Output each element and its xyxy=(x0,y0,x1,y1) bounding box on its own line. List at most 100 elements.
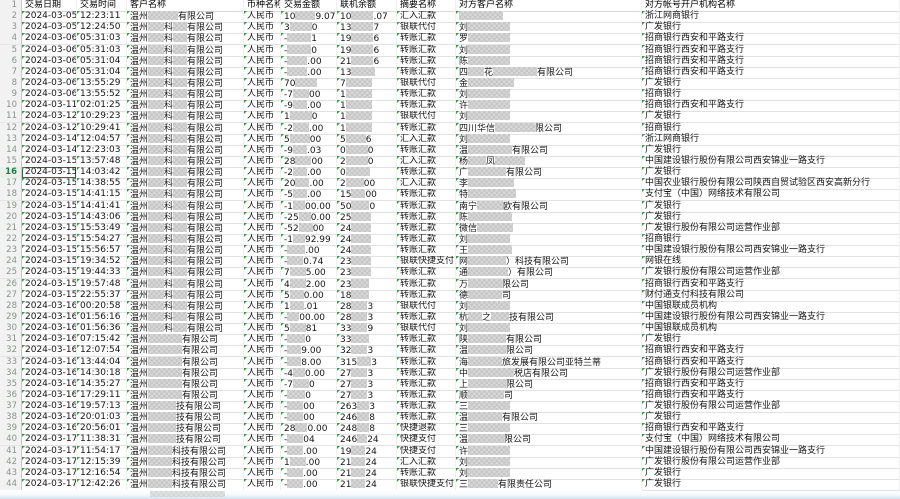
cell-date[interactable]: 2024-03-16 xyxy=(22,389,77,402)
cell-bank[interactable]: 广发银行 xyxy=(642,479,900,492)
cell-currency[interactable]: 人民币 xyxy=(244,345,281,358)
cell-currency[interactable]: 人民币 xyxy=(244,378,281,391)
cell-summary[interactable]: 转账汇款 xyxy=(397,378,456,391)
cell-summary[interactable]: 转账汇款 xyxy=(397,189,456,202)
cell-counterparty[interactable]: 刘 xyxy=(456,44,642,57)
cell-date[interactable]: 2024-03-12 xyxy=(22,111,77,124)
cell-currency[interactable]: 人民币 xyxy=(244,389,281,402)
cell-time[interactable]: 12:24:50 xyxy=(77,22,127,35)
cell-counterparty[interactable]: 四 花 有限公司 xyxy=(456,66,642,79)
cell-amount[interactable]: -52 00 xyxy=(281,222,337,235)
cell-currency[interactable]: 人民币 xyxy=(244,423,281,436)
cell-time[interactable]: 12:04:57 xyxy=(77,133,127,146)
cell-date[interactable]: 2024-03-15 xyxy=(22,245,77,258)
cell-date[interactable]: 2024-03-16 xyxy=(22,367,77,380)
cell-time[interactable]: 13:55:29 xyxy=(77,77,127,90)
cell-date[interactable]: 2024-03-15 xyxy=(22,178,77,191)
cell-time[interactable]: 14:43:06 xyxy=(77,211,127,224)
cell-amount[interactable]: 70 xyxy=(281,77,337,90)
cell-amount[interactable]: -4 0.00 xyxy=(281,367,337,380)
cell-currency[interactable]: 人民币 xyxy=(244,100,281,113)
cell-time[interactable]: 10:29:23 xyxy=(77,111,127,124)
cell-currency[interactable]: 人民币 xyxy=(244,111,281,124)
cell-summary[interactable]: 转账汇款 xyxy=(397,345,456,358)
cell-summary[interactable]: 银联代付 xyxy=(397,22,456,35)
cell-customer[interactable]: 温州 科技有限公司 xyxy=(127,467,244,480)
cell-currency[interactable]: 人民币 xyxy=(244,278,281,291)
cell-summary[interactable]: 转账汇款 xyxy=(397,267,456,280)
cell-date[interactable]: 2024-03-16 xyxy=(22,300,77,313)
cell-date[interactable]: 2024-03-05 xyxy=(22,11,77,24)
cell-amount[interactable]: 28 0.00 xyxy=(281,423,337,436)
cell-currency[interactable]: 人民币 xyxy=(244,467,281,480)
cell-customer[interactable]: 温州 有限公司 xyxy=(127,367,244,380)
cell-summary[interactable]: 汇入汇款 xyxy=(397,11,456,24)
cell-customer[interactable]: 温州 有限公司 xyxy=(127,356,244,369)
cell-balance[interactable]: 19 24 xyxy=(337,445,397,458)
cell-currency[interactable]: 人民币 xyxy=(244,267,281,280)
cell-amount[interactable]: -7 00 xyxy=(281,89,337,102)
cell-counterparty[interactable]: 三 xyxy=(456,401,642,414)
cell-time[interactable]: 17:29:11 xyxy=(77,389,127,402)
cell-time[interactable]: 15:53:49 xyxy=(77,222,127,235)
cell-time[interactable]: 19:57:48 xyxy=(77,278,127,291)
cell-time[interactable]: 01:56:36 xyxy=(77,323,127,336)
cell-summary[interactable]: 转账汇款 xyxy=(397,89,456,102)
cell-counterparty[interactable]: 通 ）有限公司 xyxy=(456,267,642,280)
cell-summary[interactable]: 银联代付 xyxy=(397,323,456,336)
cell-time[interactable]: 22:55:37 xyxy=(77,289,127,302)
cell-currency[interactable]: 人民币 xyxy=(244,456,281,469)
cell-summary[interactable]: 转账汇款 xyxy=(397,412,456,425)
cell-currency[interactable]: 人民币 xyxy=(244,200,281,213)
cell-currency[interactable]: 人民币 xyxy=(244,11,281,24)
cell-summary[interactable]: 转账汇款 xyxy=(397,55,456,68)
cell-currency[interactable]: 人民币 xyxy=(244,334,281,347)
cell-summary[interactable]: 银联代付 xyxy=(397,77,456,90)
cell-currency[interactable]: 人民币 xyxy=(244,22,281,35)
cell-currency[interactable]: 人民币 xyxy=(244,189,281,202)
cell-currency[interactable]: 人民币 xyxy=(244,178,281,191)
cell-counterparty[interactable]: 金 xyxy=(456,77,642,90)
cell-counterparty[interactable]: 温 限公司 xyxy=(456,345,642,358)
cell-time[interactable]: 12:07:54 xyxy=(77,345,127,358)
cell-counterparty[interactable]: 刘 xyxy=(456,133,642,146)
cell-date[interactable]: 2024-03-06 xyxy=(22,55,77,68)
cell-counterparty[interactable]: 许 xyxy=(456,100,642,113)
cell-counterparty[interactable]: 网 ）科技有限公司 xyxy=(456,256,642,269)
cell-counterparty[interactable]: 上 限公司 xyxy=(456,378,642,391)
cell-summary[interactable]: 转账汇款 xyxy=(397,233,456,246)
cell-amount[interactable]: -0 xyxy=(281,389,337,402)
cell-currency[interactable]: 人民币 xyxy=(244,323,281,336)
cell-summary[interactable]: 银联代付 xyxy=(397,300,456,313)
cell-date[interactable]: 2024-03-06 xyxy=(22,66,77,79)
cell-counterparty[interactable]: 刘 xyxy=(456,111,642,124)
cell-summary[interactable]: 转账汇款 xyxy=(397,467,456,480)
cell-summary[interactable]: 快捷支付 xyxy=(397,434,456,447)
cell-date[interactable]: 2024-03-16 xyxy=(22,378,77,391)
cell-summary[interactable]: 转账汇款 xyxy=(397,122,456,135)
cell-time[interactable]: 13:57:48 xyxy=(77,155,127,168)
cell-counterparty[interactable]: 刘 xyxy=(456,456,642,469)
cell-time[interactable]: 12:15:39 xyxy=(77,456,127,469)
cell-counterparty[interactable]: 德司 xyxy=(456,289,642,302)
cell-amount[interactable]: -1 92.99 xyxy=(281,233,337,246)
cell-date[interactable]: 2024-03-17 xyxy=(22,434,77,447)
cell-customer[interactable]: 温州 有限公司 xyxy=(127,378,244,391)
cell-summary[interactable]: 银联快捷支付 xyxy=(397,256,456,269)
cell-counterparty[interactable]: 刘 xyxy=(456,467,642,480)
cell-counterparty[interactable]: 温 有限公司 xyxy=(456,412,642,425)
cell-counterparty[interactable]: 杭 之 技有限公司 xyxy=(456,311,642,324)
cell-currency[interactable]: 人民币 xyxy=(244,55,281,68)
cell-summary[interactable]: 汇入汇款 xyxy=(397,456,456,469)
cell-summary[interactable]: 转账汇款 xyxy=(397,211,456,224)
cell-summary[interactable]: 转账汇款 xyxy=(397,334,456,347)
cell-date[interactable]: 2024-03-14 xyxy=(22,133,77,146)
cell-customer[interactable]: 温州 有限公司 xyxy=(127,345,244,358)
column-header-summary[interactable]: 摘要名称 xyxy=(397,0,456,12)
cell-counterparty[interactable]: 微信 xyxy=(456,222,642,235)
cell-time[interactable]: 02:01:25 xyxy=(77,100,127,113)
cell-counterparty[interactable]: 刘 xyxy=(456,300,642,313)
cell-currency[interactable]: 人民币 xyxy=(244,311,281,324)
cell-summary[interactable]: 转账汇款 xyxy=(397,44,456,57)
cell-time[interactable]: 14:41:41 xyxy=(77,200,127,213)
